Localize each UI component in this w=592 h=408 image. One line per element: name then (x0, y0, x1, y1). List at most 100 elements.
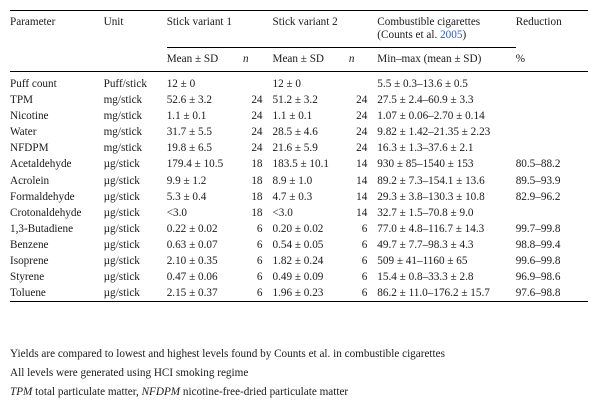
cell-n-2: 6 (361, 238, 368, 251)
cell-unit: µg/stick (103, 174, 140, 187)
col-header-variant1: Stick variant 1 (166, 16, 232, 28)
table-row: Isoprene µg/stick 2.10 ± 0.35 6 1.82 ± 0.24 6… (10, 253, 588, 269)
cell-mean-sd-1: 0.22 ± 0.02 (166, 222, 218, 235)
cig-ref-suffix: ) (462, 29, 467, 42)
cell-n-1: 24 (251, 94, 263, 107)
cell-cigarettes-range: 27.5 ± 2.4–60.9 ± 3.3 (377, 94, 474, 107)
cell-n-2: 14 (356, 206, 368, 219)
cell-mean-sd-1: 19.8 ± 6.5 (166, 142, 212, 155)
cell-unit: µg/stick (103, 158, 140, 171)
cell-parameter: TPM (10, 94, 34, 107)
cell-mean-sd-1: 9.9 ± 1.2 (166, 174, 207, 187)
cell-mean-sd-1: 0.47 ± 0.06 (166, 271, 218, 284)
cell-parameter: Water (10, 126, 37, 139)
cell-reduction (516, 124, 588, 140)
cell-mean-sd-2: 1.1 ± 0.1 (272, 110, 313, 123)
cig-ref-year-link[interactable]: 2005 (440, 29, 463, 42)
cell-n-2: 14 (356, 190, 368, 203)
cell-mean-sd-2: 8.9 ± 1.0 (272, 174, 313, 187)
cell-cigarettes-range: 1.07 ± 0.06–2.70 ± 0.14 (377, 110, 485, 123)
cell-cigarettes-range: 5.5 ± 0.3–13.6 ± 0.5 (377, 78, 468, 90)
cell-n-1: 6 (256, 238, 263, 251)
cell-reduction (516, 92, 588, 108)
header-row-1: Parameter Unit Stick variant 1 Stick var… (10, 11, 588, 48)
cell-n-2: 6 (361, 222, 368, 235)
cell-parameter: Acrolein (10, 174, 50, 187)
top-rule (10, 10, 588, 11)
cell-unit: µg/stick (103, 206, 140, 219)
table-row: Toluene µg/stick 2.15 ± 0.37 6 1.96 ± 0.23 6 8… (10, 285, 588, 302)
cell-parameter: NFDPM (10, 142, 49, 155)
cell-unit: µg/stick (103, 222, 140, 235)
table-row: Acetaldehyde µg/stick 179.4 ± 10.5 18 183.5 … (10, 156, 588, 172)
table-row: Benzene µg/stick 0.63 ± 0.07 6 0.54 ± 0.05 6 4… (10, 237, 588, 253)
cell-unit: µg/stick (103, 271, 140, 284)
cell-cigarettes-range: 86.2 ± 11.0–176.2 ± 15.7 (377, 287, 490, 300)
cell-cigarettes-range: 32.7 ± 1.5–70.8 ± 9.0 (377, 206, 474, 219)
abbr-tpm-def: total particulate matter, (32, 386, 142, 398)
cell-reduction: 96.9–98.6 (515, 271, 561, 284)
cell-reduction: 80.5–88.2 (515, 158, 561, 171)
header-rule (10, 71, 588, 72)
cell-reduction: 99.6–99.8 (515, 255, 561, 268)
table-row: Formaldehyde µg/stick 5.3 ± 0.4 18 4.7 ± 0.3… (10, 189, 588, 205)
cell-cigarettes-range: 9.82 ± 1.42–21.35 ± 2.23 (377, 126, 491, 139)
cell-mean-sd-2: 1.96 ± 0.23 (272, 287, 324, 300)
cell-reduction: 98.8–99.4 (515, 238, 561, 251)
cell-reduction: 97.6–98.8 (515, 287, 561, 300)
cell-parameter: Isoprene (10, 255, 49, 268)
cell-reduction: 99.7–99.8 (515, 222, 561, 235)
cell-mean-sd-1: 2.10 ± 0.35 (166, 255, 218, 268)
note-abbreviations: TPM total particulate matter, NFDPM nico… (10, 383, 445, 402)
cell-mean-sd-2: 12 ± 0 (272, 78, 302, 90)
cell-mean-sd-2: 0.49 ± 0.09 (272, 271, 324, 284)
cell-n-2: 6 (361, 287, 368, 300)
table-row: 1,3-Butadiene µg/stick 0.22 ± 0.02 6 0.20 ± … (10, 221, 588, 237)
cell-parameter: Formaldehyde (10, 190, 75, 203)
cell-n-1: 6 (256, 255, 263, 268)
cell-cigarettes-range: 930 ± 85–1540 ± 153 (377, 158, 474, 171)
cell-parameter: Nicotine (10, 110, 49, 123)
cell-unit: µg/stick (103, 287, 140, 300)
abbr-nfdpm-def: nicotine-free-dried particulate matter (180, 386, 349, 398)
cell-n-1: 18 (251, 158, 263, 171)
cell-cigarettes-range: 509 ± 41–1160 ± 65 (377, 255, 468, 268)
cell-mean-sd-2: 51.2 ± 3.2 (272, 94, 318, 107)
cell-unit: mg/stick (103, 142, 143, 155)
cig-ref-prefix: (Counts et al. (377, 29, 441, 42)
cell-n-2: 6 (361, 271, 368, 284)
cell-reduction (516, 205, 588, 221)
bottom-rule (10, 301, 588, 303)
cell-reduction: 89.5–93.9 (515, 174, 561, 187)
table-notes: Yields are compared to lowest and highes… (10, 345, 445, 402)
table-row: NFDPM mg/stick 19.8 ± 6.5 24 21.6 ± 5.9 24 16.… (10, 140, 588, 156)
cig-header-line2: (Counts et al. 2005) (377, 30, 515, 41)
abbr-nfdpm: NFDPM (141, 386, 181, 398)
cell-reduction (516, 140, 588, 156)
cell-mean-sd-2: 1.82 ± 0.24 (272, 255, 324, 268)
cell-n-1: 18 (251, 190, 263, 203)
cell-parameter: Benzene (10, 238, 49, 251)
cell-mean-sd-1: 12 ± 0 (166, 78, 196, 90)
cell-n-1: 24 (251, 142, 263, 155)
cell-unit: mg/stick (103, 94, 143, 107)
cell-parameter: Styrene (10, 271, 45, 284)
table-row: Puff count Puff/stick 12 ± 0 12 ± 0 5.5 ± 0.… (10, 72, 588, 92)
cell-unit: µg/stick (103, 255, 140, 268)
cell-mean-sd-1: 5.3 ± 0.4 (166, 190, 207, 203)
cell-cigarettes-range: 29.3 ± 3.8–130.3 ± 10.8 (377, 190, 485, 203)
note-comparison: Yields are compared to lowest and highes… (10, 348, 445, 360)
subheader-n-2: n (348, 47, 378, 72)
cell-reduction: 82.9–96.2 (515, 190, 561, 203)
col-header-unit: Unit (103, 16, 124, 28)
cell-n-1: 24 (251, 126, 263, 139)
table-row: Crotonaldehyde µg/stick <3.0 18 <3.0 14 32.7 ±… (10, 205, 588, 221)
cell-n-2: 24 (356, 94, 368, 107)
cell-mean-sd-1: 52.6 ± 3.2 (166, 94, 212, 107)
cell-cigarettes-range: 16.3 ± 1.3–37.6 ± 2.1 (377, 142, 474, 155)
table-row: Nicotine mg/stick 1.1 ± 0.1 24 1.1 ± 0.1 24 1.… (10, 108, 588, 124)
cell-n-1: 18 (251, 174, 263, 187)
subheader-n-1: n (243, 47, 273, 72)
col-header-cigarettes: Combustible cigarettes (Counts et al. 20… (377, 11, 515, 48)
cell-unit: Puff/stick (103, 78, 147, 90)
